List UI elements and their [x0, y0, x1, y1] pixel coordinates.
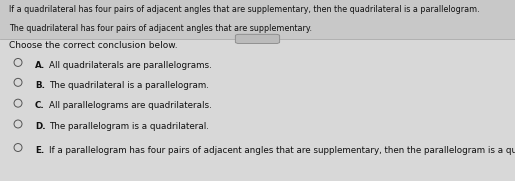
Text: All parallelograms are quadrilaterals.: All parallelograms are quadrilaterals. — [49, 101, 212, 110]
Text: The parallelogram is a quadrilateral.: The parallelogram is a quadrilateral. — [49, 122, 209, 131]
Text: The quadrilateral is a parallelogram.: The quadrilateral is a parallelogram. — [49, 81, 209, 90]
Text: Choose the correct conclusion below.: Choose the correct conclusion below. — [9, 41, 178, 50]
FancyBboxPatch shape — [0, 0, 515, 39]
Text: If a quadrilateral has four pairs of adjacent angles that are supplementary, the: If a quadrilateral has four pairs of adj… — [9, 5, 480, 14]
Text: All quadrilaterals are parallelograms.: All quadrilaterals are parallelograms. — [49, 61, 212, 70]
Text: A.: A. — [35, 61, 45, 70]
Text: D.: D. — [35, 122, 46, 131]
Text: B.: B. — [35, 81, 45, 90]
Text: If a parallelogram has four pairs of adjacent angles that are supplementary, the: If a parallelogram has four pairs of adj… — [49, 146, 515, 155]
Text: C.: C. — [35, 101, 45, 110]
Text: The quadrilateral has four pairs of adjacent angles that are supplementary.: The quadrilateral has four pairs of adja… — [9, 24, 312, 33]
Text: E.: E. — [35, 146, 44, 155]
FancyBboxPatch shape — [235, 34, 280, 43]
